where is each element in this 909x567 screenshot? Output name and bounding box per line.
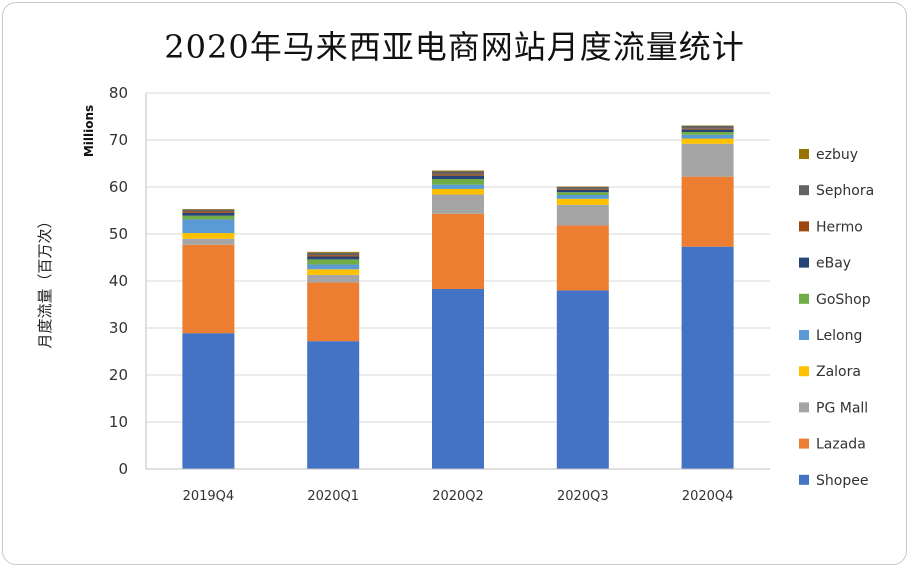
bar-segment-zalora	[432, 188, 484, 195]
legend-label: Sephora	[816, 183, 874, 199]
bar-segment-zalora	[556, 198, 609, 205]
y-unit-label: Millions	[82, 105, 96, 157]
bar-segment-lazada	[307, 282, 360, 342]
bar-segment-pg-mall	[681, 143, 734, 177]
y-tick-label: 30	[109, 319, 128, 337]
bar-segment-hermo	[182, 211, 235, 213]
y-tick-label: 40	[109, 272, 128, 290]
legend-swatch	[799, 366, 809, 377]
bar-segment-shopee	[432, 288, 484, 469]
y-tick-label: 70	[109, 131, 128, 149]
bar-segment-hermo	[432, 174, 484, 176]
bar-segment-shopee	[556, 290, 609, 469]
bar-segment-lelong	[182, 219, 235, 234]
x-tick-label: 2019Q4	[183, 489, 235, 504]
axes: 0 10 20 30 40 50 60 70 80 2019Q4 2020Q1 2020Q2 2020Q…	[109, 84, 770, 504]
bar-segment-sephora	[432, 171, 484, 175]
legend-label: PG Mall	[816, 400, 868, 416]
bar-segment-sephora	[307, 252, 360, 256]
legend-label: Hermo	[816, 219, 863, 235]
y-tick-label: 0	[118, 460, 128, 478]
bar-segment-sephora	[182, 209, 235, 212]
bar-segment-shopee	[307, 341, 360, 469]
bar-segment-shopee	[681, 246, 734, 469]
bar-segment-hermo	[681, 128, 734, 130]
bars	[182, 125, 734, 469]
x-tick-label: 2020Q2	[432, 489, 484, 504]
legend-swatch	[799, 474, 809, 485]
bar-segment-ezbuy	[307, 251, 360, 253]
legend-label: eBay	[816, 256, 851, 272]
y-axis-title: 月度流量（百万次）	[36, 213, 54, 348]
bar-segment-lazada	[182, 244, 235, 334]
legend-swatch	[799, 402, 809, 413]
bar-segment-lazada	[432, 213, 484, 289]
bar-segment-ebay	[681, 129, 734, 133]
bar-segment-goshop	[307, 259, 360, 265]
legend-label: Zalora	[816, 364, 861, 380]
legend-swatch	[799, 438, 809, 449]
bar-segment-pg-mall	[182, 238, 235, 245]
y-tick-label: 50	[109, 225, 128, 243]
y-tick-label: 20	[109, 366, 128, 384]
legend-swatch	[799, 149, 809, 159]
x-tick-label: 2020Q1	[307, 489, 359, 504]
bar-segment-lazada	[681, 176, 734, 247]
bar-segment-goshop	[556, 192, 609, 195]
legend-swatch	[799, 293, 809, 304]
chart-title: 2020年马来西亚电商网站月度流量统计	[164, 28, 745, 66]
legend-label: ezbuy	[816, 147, 858, 163]
y-tick-label: 80	[109, 84, 128, 102]
bar-segment-lazada	[556, 225, 609, 291]
legend-swatch	[799, 185, 809, 196]
bar-segment-ebay	[182, 212, 235, 216]
y-tick-label: 10	[109, 413, 128, 431]
bar-segment-lelong	[432, 184, 484, 189]
bar-segment-pg-mall	[556, 204, 609, 226]
legend: ezbuy Sephora Hermo eBay GoShop Lelong Zalora P…	[799, 147, 874, 489]
bar-segment-hermo	[556, 188, 609, 190]
x-tick-label: 2020Q3	[557, 489, 609, 504]
bar-segment-goshop	[182, 215, 235, 220]
bar-segment-goshop	[432, 179, 484, 185]
bar-segment-zalora	[182, 233, 235, 239]
legend-label: GoShop	[816, 292, 871, 308]
bar-segment-shopee	[182, 333, 235, 469]
bar-segment-pg-mall	[432, 194, 484, 214]
y-tick-label: 60	[109, 178, 128, 196]
legend-swatch	[799, 257, 809, 268]
legend-label: Lelong	[816, 328, 862, 344]
bar-segment-ebay	[307, 256, 360, 260]
legend-label: Lazada	[816, 437, 866, 453]
bar-segment-zalora	[681, 138, 734, 144]
bar-segment-ezbuy	[432, 170, 484, 172]
bar-segment-goshop	[681, 132, 734, 135]
bar-segment-hermo	[307, 255, 360, 257]
bar-segment-sephora	[556, 187, 609, 189]
bar-segment-lelong	[307, 264, 360, 270]
bar-segment-sephora	[681, 125, 734, 129]
bar-segment-lelong	[556, 194, 609, 199]
legend-label: Shopee	[816, 473, 868, 489]
legend-swatch	[799, 330, 809, 340]
x-tick-label: 2020Q4	[682, 489, 734, 504]
legend-swatch	[799, 221, 809, 232]
bar-segment-lelong	[681, 134, 734, 139]
bar-segment-pg-mall	[307, 274, 360, 283]
bar-segment-ebay	[432, 175, 484, 180]
bar-segment-ebay	[556, 189, 609, 193]
bar-segment-zalora	[307, 269, 360, 275]
